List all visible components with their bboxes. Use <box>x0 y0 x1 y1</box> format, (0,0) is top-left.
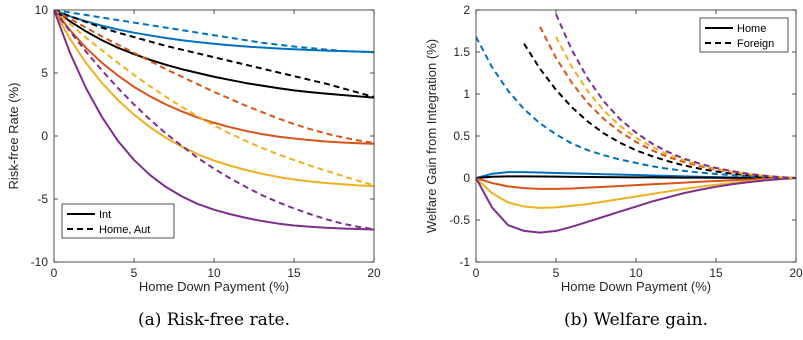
y-tick-label: -0.5 <box>449 213 470 227</box>
chart-b: 0 5 10 15 20 -1 -0.5 0 0.5 1 1.5 2 Home Down Payment… <box>424 3 803 330</box>
y-tick-label: 1 <box>463 87 470 101</box>
series-line-5 <box>54 10 374 145</box>
x-tick-label: 15 <box>287 266 301 280</box>
y-axis-label: Welfare Gain from Integration (%) <box>424 39 439 233</box>
series-line-2 <box>476 175 796 179</box>
x-tick-label: 10 <box>207 266 221 280</box>
legend-box <box>699 17 789 53</box>
series-line-7 <box>523 43 796 179</box>
y-axis-label: Risk-free Rate (%) <box>6 83 21 190</box>
series-line-1 <box>54 10 374 53</box>
x-tick-label: 10 <box>629 266 643 280</box>
series-line-6 <box>476 36 796 179</box>
figure-caption: (b) Welfare gain. <box>564 310 708 330</box>
series-line-3 <box>476 177 796 190</box>
y-tick-label: 0 <box>41 129 48 143</box>
legend-label: Foreign <box>737 38 774 50</box>
x-tick-label: 0 <box>51 266 58 280</box>
y-tick-label: -1 <box>459 255 470 269</box>
y-tick-label: -10 <box>31 255 49 269</box>
series-line-6 <box>54 10 374 144</box>
x-axis-label: Home Down Payment (%) <box>139 279 289 294</box>
x-axis-label: Home Down Payment (%) <box>561 279 711 294</box>
legend-label: Int <box>99 209 111 221</box>
series-group <box>476 13 796 234</box>
series-line-7 <box>54 10 374 188</box>
x-tick-label: 5 <box>131 266 138 280</box>
x-tick-label: 0 <box>473 266 480 280</box>
legend: Int Home, Aut <box>61 203 175 239</box>
y-tick-label: 2 <box>463 3 470 17</box>
series-line-10 <box>555 13 796 179</box>
x-tick-label: 5 <box>553 266 560 280</box>
x-tick-label: 20 <box>789 266 803 280</box>
legend-label: Home <box>737 23 766 35</box>
series-line-9 <box>54 10 374 231</box>
series-line-8 <box>54 10 374 187</box>
y-tick-label: 5 <box>41 66 48 80</box>
y-tick-label: 0.5 <box>453 129 470 143</box>
series-line-2 <box>54 10 374 54</box>
series-group <box>54 10 374 231</box>
y-tick-label: 0 <box>463 171 470 185</box>
series-line-3 <box>54 10 374 99</box>
x-tick-label: 20 <box>367 266 381 280</box>
series-line-10 <box>54 10 374 231</box>
y-tick-label: 10 <box>35 3 49 17</box>
legend: Home Foreign <box>699 17 789 53</box>
y-tick-label: 1.5 <box>453 45 470 59</box>
x-tick-label: 15 <box>709 266 723 280</box>
legend-label: Home, Aut <box>99 224 150 236</box>
series-line-5 <box>476 177 796 234</box>
series-line-9 <box>555 36 796 179</box>
figure-caption: (a) Risk-free rate. <box>138 310 290 330</box>
y-tick-label: -5 <box>37 192 48 206</box>
legend-box <box>61 203 175 239</box>
